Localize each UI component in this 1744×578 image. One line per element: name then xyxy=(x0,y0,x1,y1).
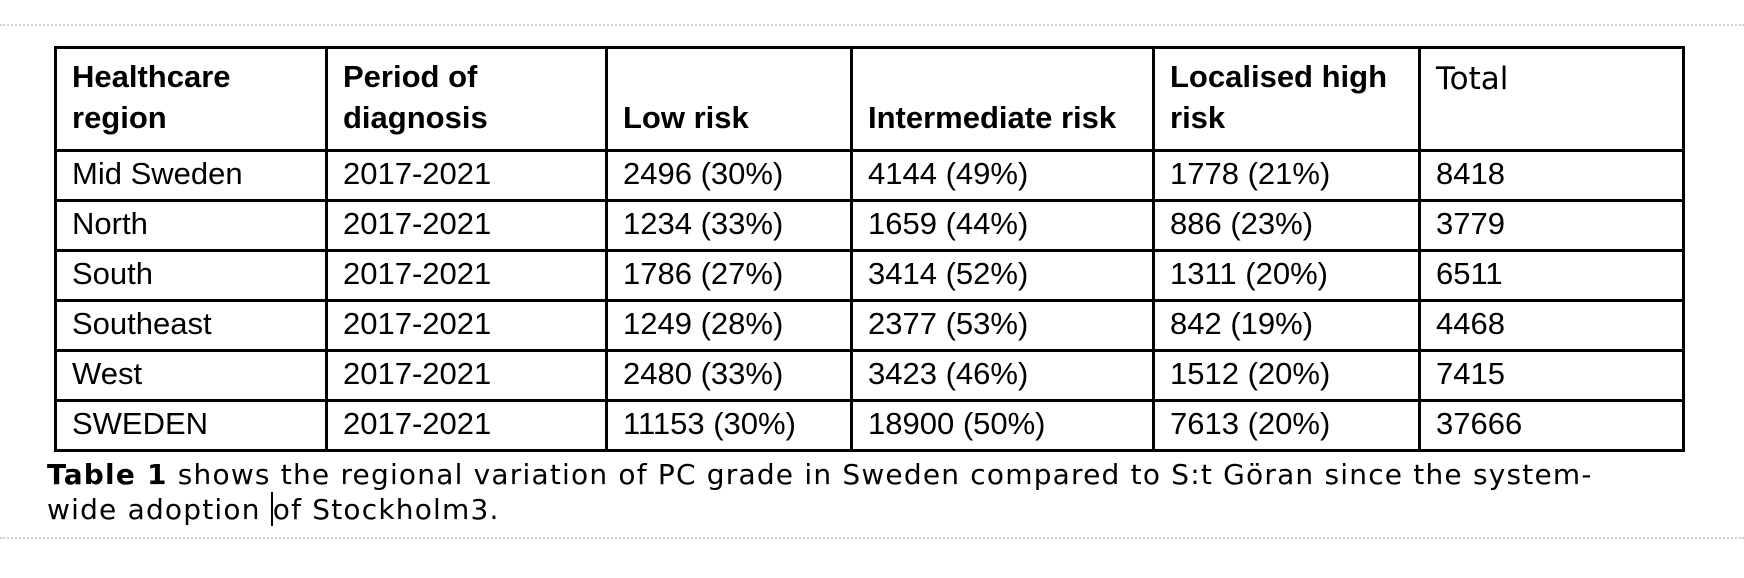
region-cell[interactable]: North xyxy=(54,198,328,252)
caption-label: Table 1 xyxy=(47,458,168,491)
intermediate-risk-cell[interactable]: 3414 (52%) xyxy=(850,248,1155,302)
period-cell[interactable]: 2017-2021 xyxy=(325,148,608,202)
region-cell[interactable]: Southeast xyxy=(54,298,328,352)
period-cell[interactable]: 2017-2021 xyxy=(325,348,608,402)
table-caption[interactable]: Table 1 shows the regional variation of … xyxy=(47,458,1593,527)
intermediate-risk-cell[interactable]: 2377 (53%) xyxy=(850,298,1155,352)
header-period-of-diagnosis[interactable]: Period of diagnosis xyxy=(325,46,608,152)
total-cell[interactable]: 7415 xyxy=(1418,348,1685,402)
low-risk-cell[interactable]: 11153 (30%) xyxy=(605,398,853,452)
caption-line2-text-before: wide adoption xyxy=(47,493,271,526)
header-healthcare-region[interactable]: Healthcare region xyxy=(54,46,328,152)
table-row-southeast: Southeast 2017-2021 1249 (28%) 2377 (53%… xyxy=(54,298,1685,352)
regional-pc-grade-table: Healthcare region Period of diagnosis Lo… xyxy=(54,46,1685,452)
table-row-mid-sweden: Mid Sweden 2017-2021 2496 (30%) 4144 (49… xyxy=(54,148,1685,202)
total-cell[interactable]: 3779 xyxy=(1418,198,1685,252)
table-row-north: North 2017-2021 1234 (33%) 1659 (44%) 88… xyxy=(54,198,1685,252)
region-cell[interactable]: West xyxy=(54,348,328,402)
header-total[interactable]: Total xyxy=(1418,46,1685,152)
period-cell[interactable]: 2017-2021 xyxy=(325,248,608,302)
low-risk-cell[interactable]: 1249 (28%) xyxy=(605,298,853,352)
localised-high-risk-cell[interactable]: 7613 (20%) xyxy=(1152,398,1421,452)
intermediate-risk-cell[interactable]: 18900 (50%) xyxy=(850,398,1155,452)
page-guide-bottom-line xyxy=(0,537,1744,539)
intermediate-risk-cell[interactable]: 3423 (46%) xyxy=(850,348,1155,402)
total-cell[interactable]: 4468 xyxy=(1418,298,1685,352)
total-cell[interactable]: 8418 xyxy=(1418,148,1685,202)
page-guide-top-line xyxy=(0,24,1744,26)
period-cell[interactable]: 2017-2021 xyxy=(325,398,608,452)
header-intermediate-risk[interactable]: Intermediate risk xyxy=(850,46,1155,152)
localised-high-risk-cell[interactable]: 1311 (20%) xyxy=(1152,248,1421,302)
localised-high-risk-cell[interactable]: 1778 (21%) xyxy=(1152,148,1421,202)
text-cursor xyxy=(270,492,273,526)
period-cell[interactable]: 2017-2021 xyxy=(325,298,608,352)
table-row-west: West 2017-2021 2480 (33%) 3423 (46%) 151… xyxy=(54,348,1685,402)
table-row-sweden: SWEDEN 2017-2021 11153 (30%) 18900 (50%)… xyxy=(54,398,1685,452)
header-localised-high-risk[interactable]: Localised high risk xyxy=(1152,46,1421,152)
caption-line1-text: shows the regional variation of PC grade… xyxy=(167,458,1593,491)
low-risk-cell[interactable]: 1234 (33%) xyxy=(605,198,853,252)
caption-line2-text-after: of Stockholm3. xyxy=(272,493,500,526)
period-cell[interactable]: 2017-2021 xyxy=(325,198,608,252)
total-cell[interactable]: 37666 xyxy=(1418,398,1685,452)
intermediate-risk-cell[interactable]: 1659 (44%) xyxy=(850,198,1155,252)
low-risk-cell[interactable]: 1786 (27%) xyxy=(605,248,853,302)
table-row-south: South 2017-2021 1786 (27%) 3414 (52%) 13… xyxy=(54,248,1685,302)
region-cell[interactable]: SWEDEN xyxy=(54,398,328,452)
low-risk-cell[interactable]: 2496 (30%) xyxy=(605,148,853,202)
region-cell[interactable]: South xyxy=(54,248,328,302)
header-row: Healthcare region Period of diagnosis Lo… xyxy=(54,46,1685,152)
localised-high-risk-cell[interactable]: 842 (19%) xyxy=(1152,298,1421,352)
header-low-risk[interactable]: Low risk xyxy=(605,46,853,152)
total-cell[interactable]: 6511 xyxy=(1418,248,1685,302)
region-cell[interactable]: Mid Sweden xyxy=(54,148,328,202)
localised-high-risk-cell[interactable]: 1512 (20%) xyxy=(1152,348,1421,402)
localised-high-risk-cell[interactable]: 886 (23%) xyxy=(1152,198,1421,252)
low-risk-cell[interactable]: 2480 (33%) xyxy=(605,348,853,402)
intermediate-risk-cell[interactable]: 4144 (49%) xyxy=(850,148,1155,202)
